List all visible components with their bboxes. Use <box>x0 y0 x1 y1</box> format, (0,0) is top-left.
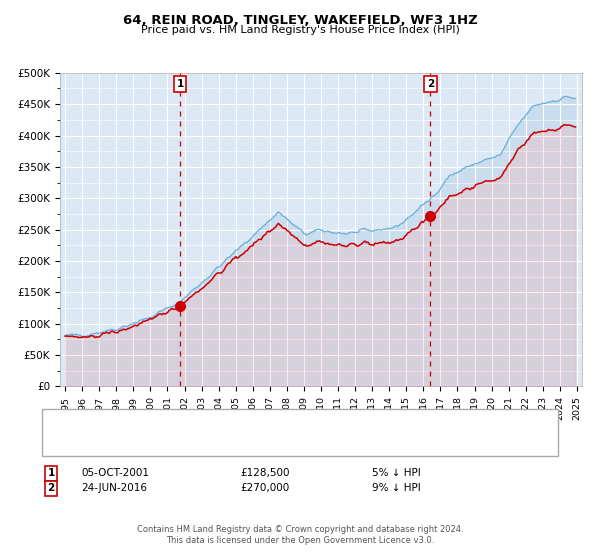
Text: £270,000: £270,000 <box>240 483 289 493</box>
Text: £128,500: £128,500 <box>240 468 290 478</box>
Text: 64, REIN ROAD, TINGLEY, WAKEFIELD, WF3 1HZ (detached house): 64, REIN ROAD, TINGLEY, WAKEFIELD, WF3 1… <box>93 430 422 440</box>
Text: This data is licensed under the Open Government Licence v3.0.: This data is licensed under the Open Gov… <box>166 536 434 545</box>
Text: ——: —— <box>60 440 85 454</box>
Text: Price paid vs. HM Land Registry's House Price Index (HPI): Price paid vs. HM Land Registry's House … <box>140 25 460 35</box>
Text: 1: 1 <box>47 468 55 478</box>
Text: 1: 1 <box>176 79 184 89</box>
Text: 9% ↓ HPI: 9% ↓ HPI <box>372 483 421 493</box>
Text: 2: 2 <box>47 483 55 493</box>
Text: 5% ↓ HPI: 5% ↓ HPI <box>372 468 421 478</box>
Text: 64, REIN ROAD, TINGLEY, WAKEFIELD, WF3 1HZ: 64, REIN ROAD, TINGLEY, WAKEFIELD, WF3 1… <box>122 14 478 27</box>
Text: 24-JUN-2016: 24-JUN-2016 <box>81 483 147 493</box>
Text: ——: —— <box>60 428 85 442</box>
Text: Contains HM Land Registry data © Crown copyright and database right 2024.: Contains HM Land Registry data © Crown c… <box>137 525 463 534</box>
Text: 05-OCT-2001: 05-OCT-2001 <box>81 468 149 478</box>
Text: 2: 2 <box>427 79 434 89</box>
Text: HPI: Average price, detached house, Leeds: HPI: Average price, detached house, Leed… <box>93 442 307 452</box>
